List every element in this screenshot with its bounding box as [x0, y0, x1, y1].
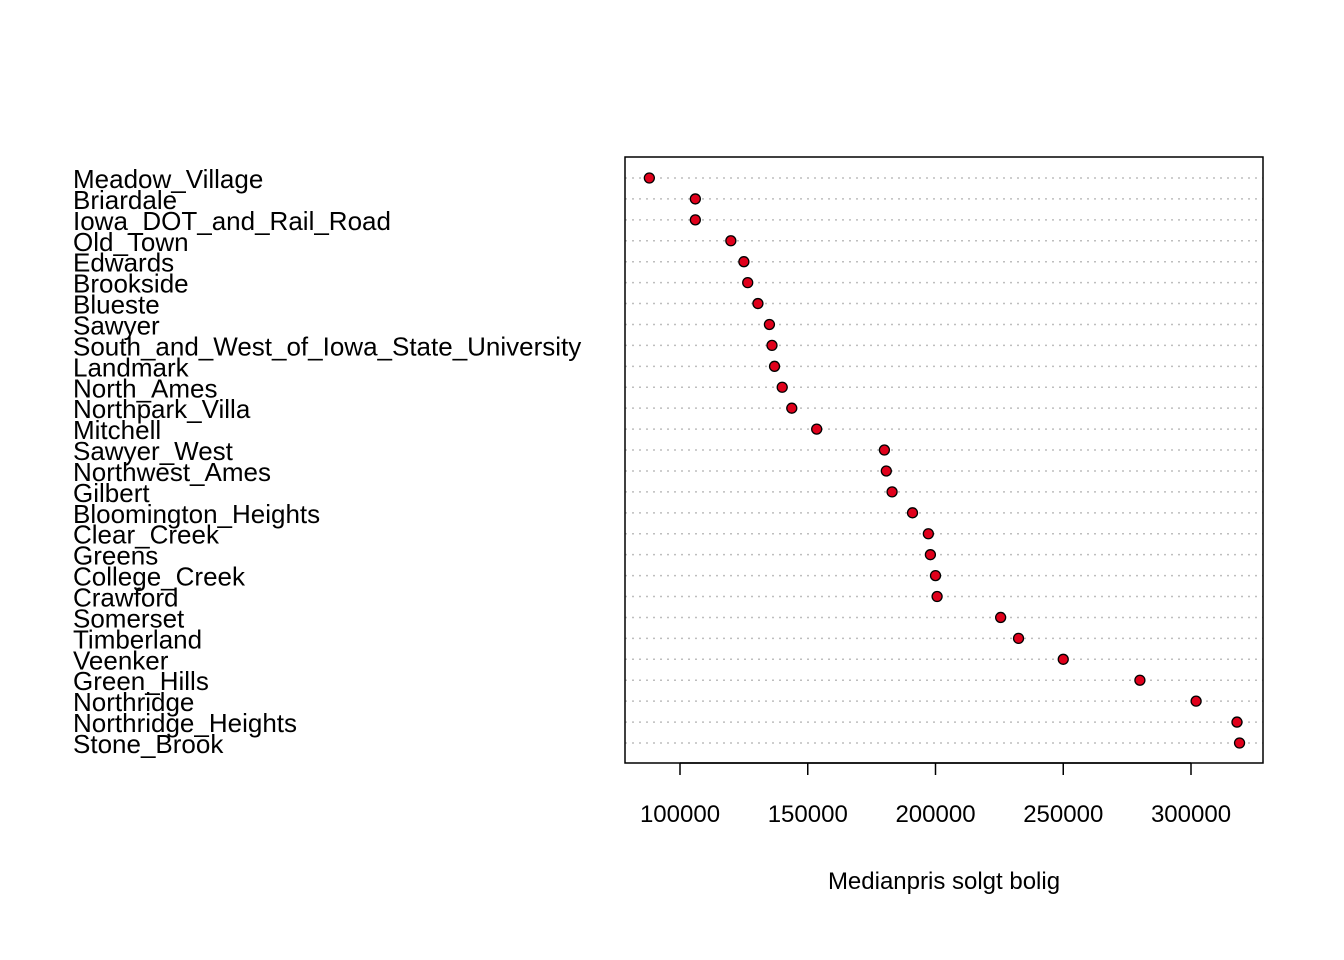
- data-point: [1231, 716, 1243, 728]
- category-label: Northridge: [73, 687, 194, 717]
- data-points: [643, 172, 1246, 749]
- x-axis-title: Medianpris solgt bolig: [828, 868, 1060, 895]
- data-point: [1134, 674, 1146, 686]
- category-label: Green_Hills: [73, 666, 209, 696]
- category-label: Gilbert: [73, 478, 150, 508]
- category-label: Edwards: [73, 248, 174, 278]
- category-label: Veenker: [73, 645, 169, 675]
- category-label: Landmark: [73, 352, 190, 382]
- data-point: [766, 339, 778, 352]
- data-point: [924, 549, 937, 561]
- category-label: Iowa_DOT_and_Rail_Road: [73, 206, 391, 236]
- category-label: Greens: [73, 541, 158, 571]
- x-tick-label: 250000: [1023, 801, 1103, 828]
- data-point: [689, 193, 701, 205]
- category-labels: Meadow_VillageBriardaleIowa_DOT_and_Rail…: [73, 164, 581, 759]
- category-label: North_Ames: [73, 373, 218, 403]
- data-point: [1190, 695, 1202, 707]
- category-label: Bloomington_Heights: [73, 499, 320, 529]
- data-point: [886, 486, 898, 498]
- category-label: Blueste: [73, 290, 160, 320]
- x-tick-label: 300000: [1151, 801, 1231, 828]
- category-label: Northwest_Ames: [73, 457, 271, 487]
- category-label: Briardale: [73, 185, 177, 215]
- x-tick-label: 100000: [640, 801, 720, 828]
- guide-lines: [625, 177, 1263, 744]
- category-label: Sawyer_West: [73, 436, 234, 466]
- x-tick-label: 200000: [895, 801, 975, 828]
- category-label: South_and_West_of_Iowa_State_University: [73, 331, 581, 361]
- data-point: [742, 276, 754, 289]
- data-point: [1012, 632, 1025, 645]
- x-axis: 100000 150000 200000 250000 300000: [640, 762, 1231, 828]
- data-point: [786, 402, 798, 414]
- data-point: [768, 360, 781, 372]
- data-point: [763, 318, 776, 331]
- category-label: Northridge_Heights: [73, 708, 297, 738]
- data-point: [922, 528, 934, 540]
- data-point: [995, 611, 1007, 624]
- category-label: Brookside: [73, 269, 189, 299]
- category-label: College_Creek: [73, 562, 246, 592]
- data-point: [1233, 737, 1246, 749]
- data-point: [643, 172, 655, 184]
- data-point: [725, 235, 737, 247]
- data-point: [880, 465, 892, 477]
- data-point: [811, 423, 823, 435]
- category-label: Timberland: [73, 624, 202, 654]
- category-label: Meadow_Village: [73, 164, 263, 194]
- category-label: Stone_Brook: [73, 729, 224, 759]
- category-label: Mitchell: [73, 415, 161, 445]
- data-point: [906, 507, 919, 519]
- data-point: [878, 444, 891, 456]
- category-label: Sawyer: [73, 310, 160, 340]
- category-label: Clear_Creek: [73, 520, 220, 550]
- category-label: Northpark_Villa: [73, 394, 251, 424]
- data-point: [929, 569, 942, 582]
- data-point: [689, 214, 701, 226]
- data-point: [776, 381, 788, 393]
- x-tick-label: 150000: [768, 801, 848, 828]
- data-point: [738, 256, 750, 268]
- data-point: [931, 590, 943, 603]
- data-point: [752, 297, 764, 310]
- plot-frame: [624, 156, 1264, 764]
- data-point: [1057, 653, 1069, 665]
- category-label: Somerset: [73, 603, 185, 633]
- category-label: Crawford: [73, 583, 178, 613]
- category-label: Old_Town: [73, 227, 189, 257]
